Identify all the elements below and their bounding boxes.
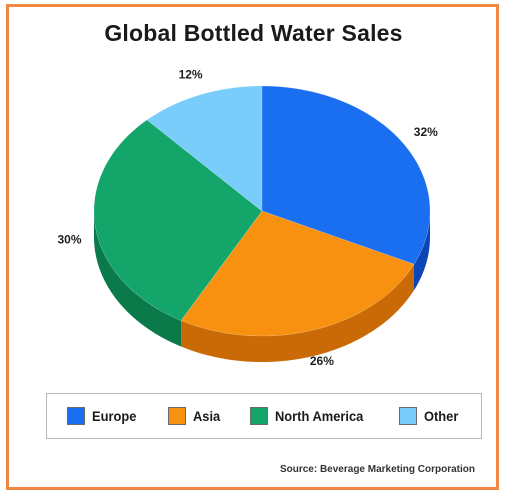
legend-label-north-america: North America	[275, 408, 364, 424]
source-note: Source: Beverage Marketing Corporation	[279, 464, 475, 475]
legend: Europe Asia North America Other	[46, 393, 482, 439]
legend-item-asia: Asia	[167, 407, 223, 425]
legend-label-asia: Asia	[192, 408, 221, 424]
legend-swatch-other	[398, 407, 417, 425]
pie-slice-asia	[180, 210, 415, 337]
legend-item-other: Other	[398, 407, 461, 425]
pie-slice-north-america	[93, 119, 263, 321]
legend-label-europe: Europe	[91, 408, 137, 424]
legend-item-north-america: North America	[250, 407, 371, 425]
legend-label-other: Other	[423, 408, 459, 424]
legend-item-europe: Europe	[66, 407, 140, 425]
pie-side-asia	[181, 264, 415, 362]
data-label-asia: 26%	[310, 354, 334, 368]
chart-title: Global Bottled Water Sales	[104, 20, 403, 46]
legend-swatch-europe	[66, 407, 85, 425]
data-label-other: 12%	[179, 67, 203, 81]
pie-slice-europe	[261, 85, 431, 265]
data-label-europe: 32%	[414, 125, 438, 139]
pie-slice-other	[146, 85, 263, 212]
data-label-north-america: 30%	[57, 233, 81, 247]
legend-swatch-north-america	[250, 407, 269, 425]
legend-swatch-asia	[167, 407, 186, 425]
pie-side-europe	[414, 211, 430, 291]
pie-side-north-america	[94, 211, 182, 347]
